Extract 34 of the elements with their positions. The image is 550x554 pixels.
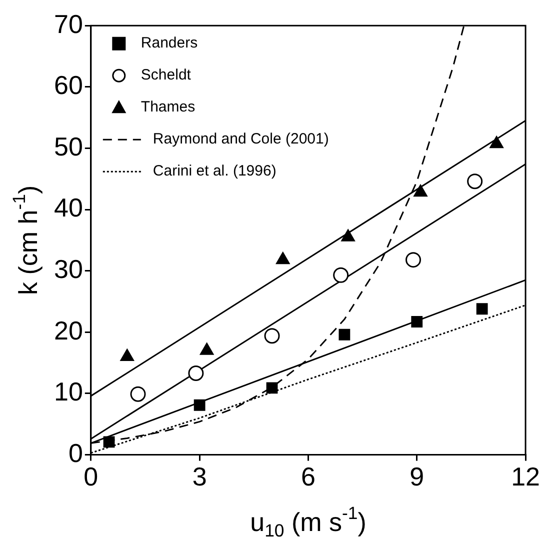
point <box>490 136 504 148</box>
point <box>411 316 423 328</box>
point <box>338 328 350 340</box>
point <box>266 382 278 394</box>
point <box>406 252 422 268</box>
point <box>276 252 290 264</box>
y-axis-title: k (cm h-1) <box>8 185 44 295</box>
point <box>414 184 428 197</box>
legend-label: Carini et al. (1996) <box>152 162 276 180</box>
point <box>476 303 488 315</box>
point <box>333 267 349 283</box>
y-tick-label: 30 <box>54 254 83 284</box>
x-tick-label: 12 <box>511 462 540 492</box>
point <box>264 328 280 344</box>
point <box>130 386 146 402</box>
y-tick-label: 40 <box>54 192 83 223</box>
point <box>341 229 355 242</box>
x-tick-label: 9 <box>410 462 424 492</box>
point <box>467 174 483 190</box>
legend-label: Thames <box>140 98 196 116</box>
legend-label: Raymond and Cole (2001) <box>152 130 329 148</box>
y-tick-label: 0 <box>68 438 83 468</box>
point <box>194 399 206 411</box>
point <box>103 436 115 448</box>
y-tick-label: 70 <box>54 8 83 39</box>
y-tick-label: 20 <box>54 315 83 346</box>
x-tick-label: 3 <box>192 462 207 492</box>
legend-label: Randers <box>140 34 198 52</box>
legend-label: Scheldt <box>140 66 192 84</box>
x-tick-label: 6 <box>300 462 316 492</box>
point <box>188 366 204 381</box>
y-tick-label: 60 <box>54 70 83 100</box>
y-tick-label: 50 <box>54 131 83 162</box>
y-tick-label: 10 <box>54 376 83 407</box>
